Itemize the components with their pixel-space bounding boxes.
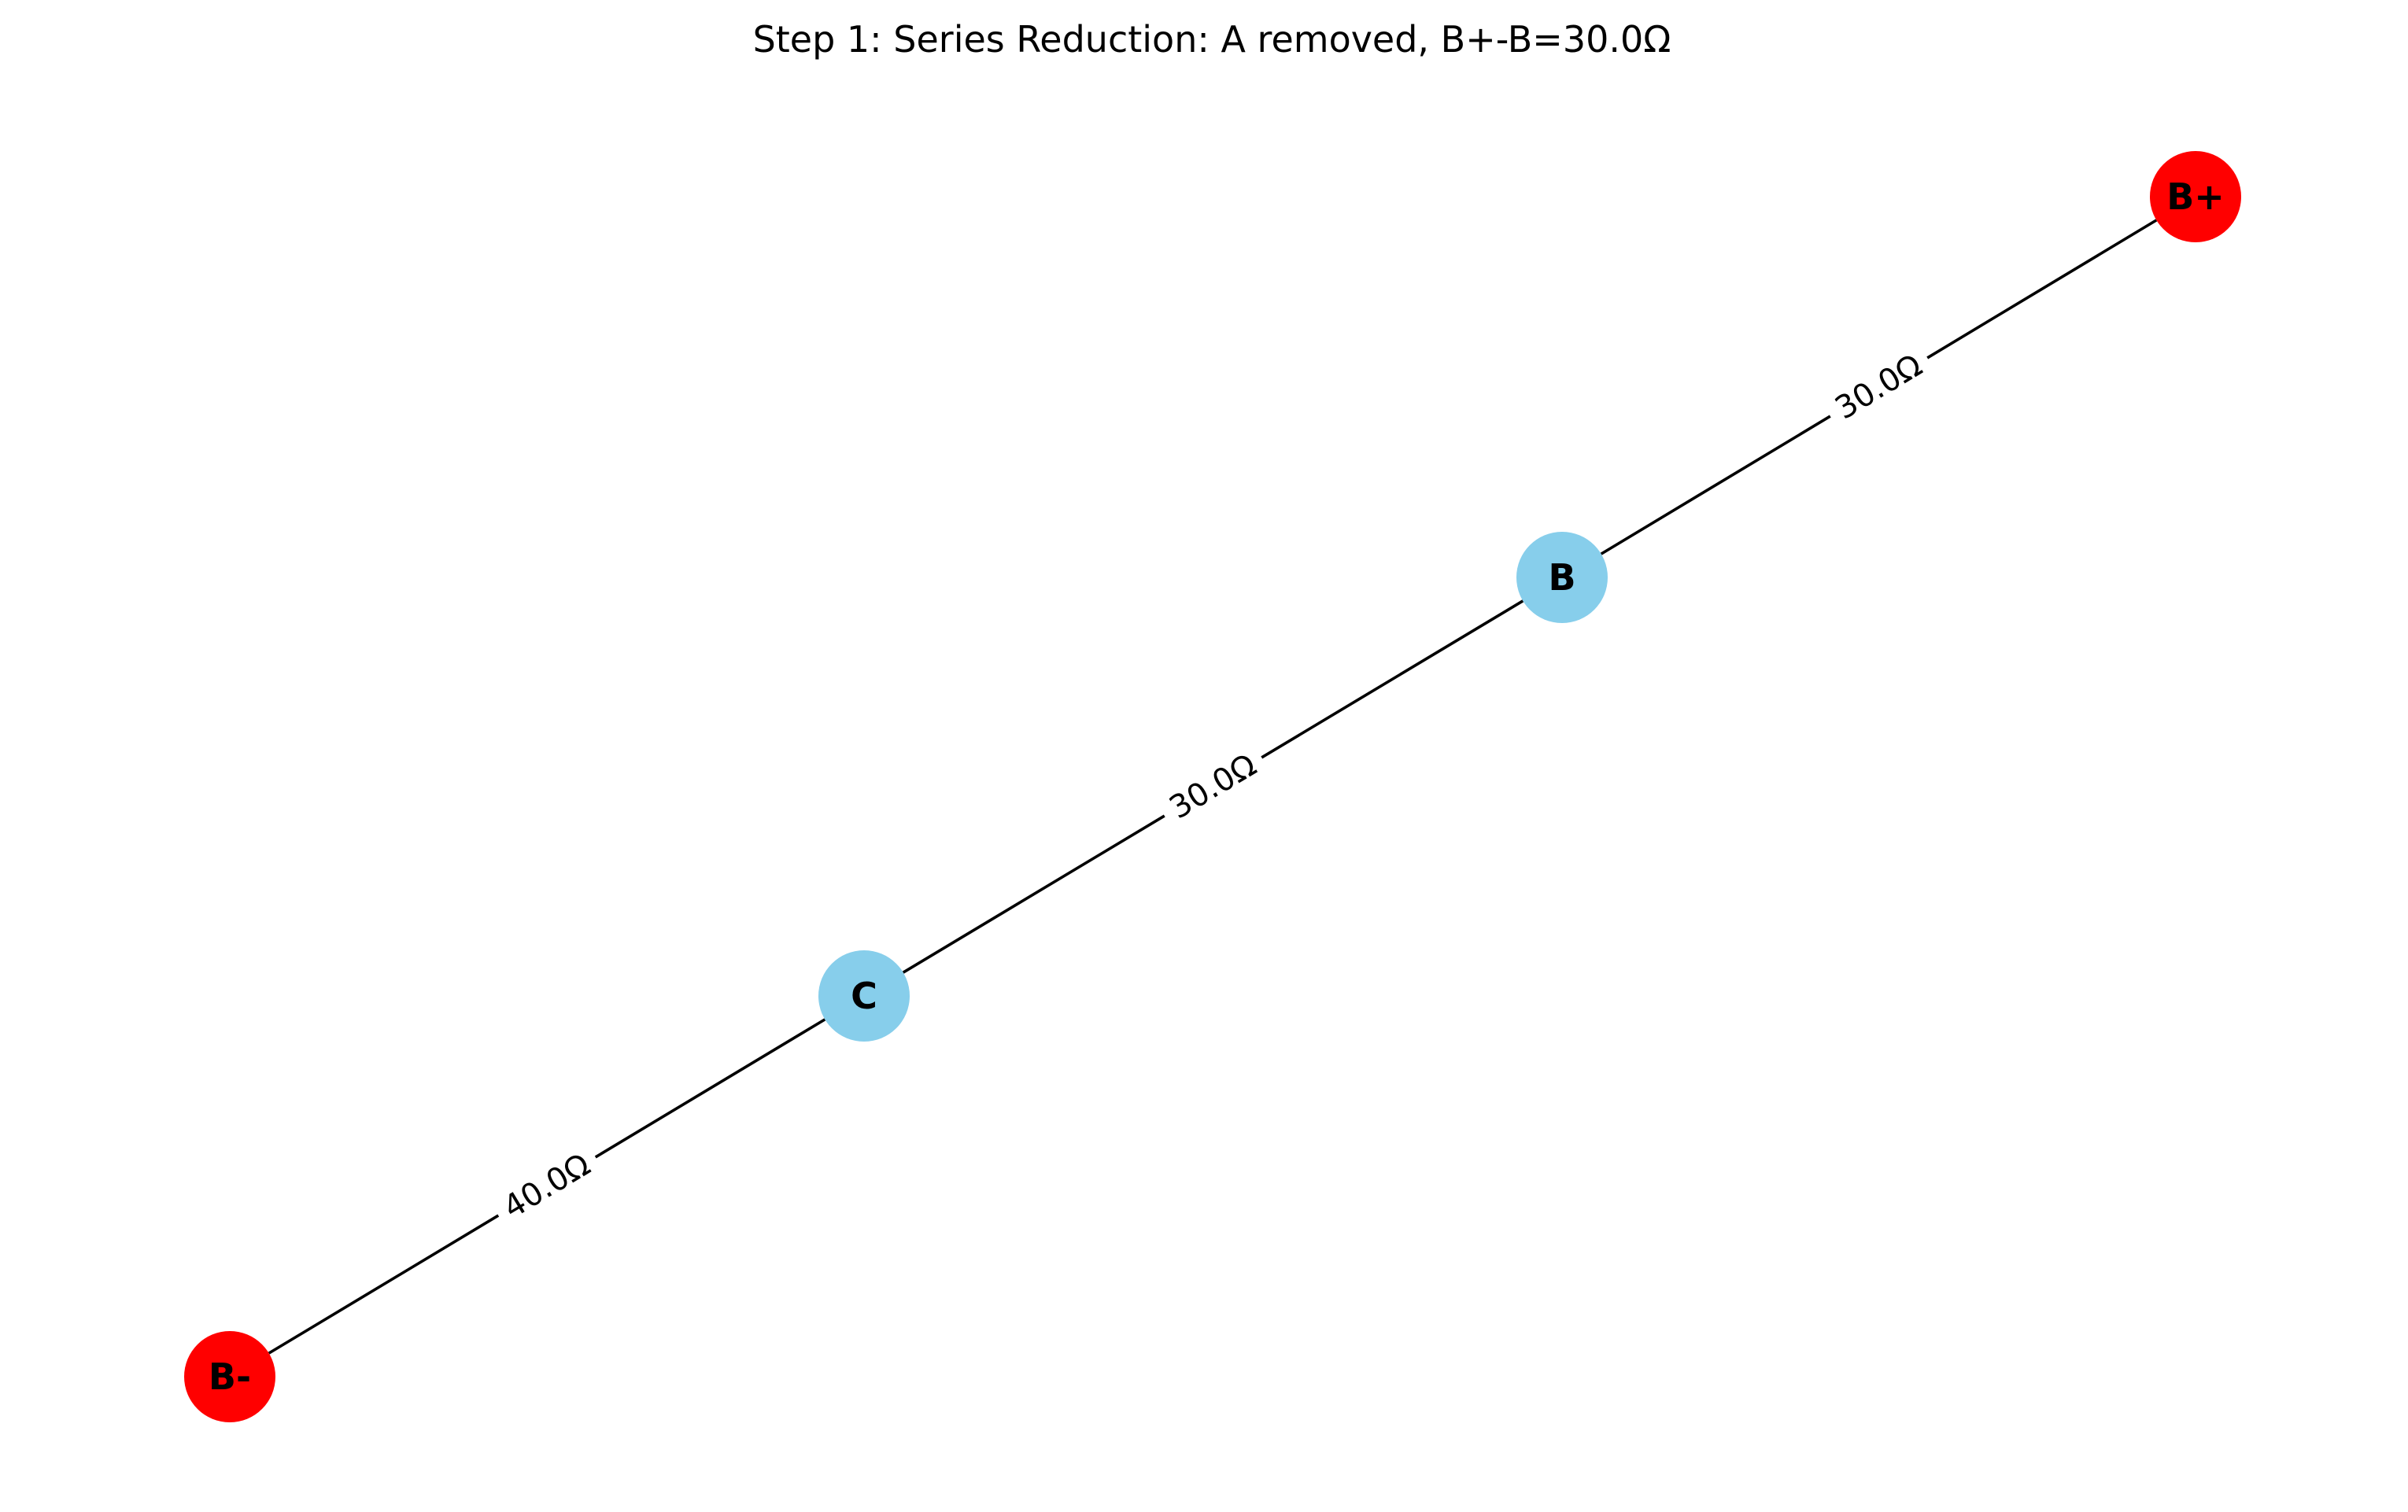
edge-b-c-label: 30.0Ω (1163, 747, 1262, 827)
node-b-label: B (1548, 556, 1575, 599)
diagram-title: Step 1: Series Reduction: A removed, B+-… (753, 18, 1671, 61)
node-b-circle (1516, 532, 1608, 623)
node-b-plus-circle (2150, 151, 2241, 242)
edge-b-c-line-b (902, 814, 1165, 974)
edge-b-plus-b-line-a (1926, 219, 2158, 360)
node-b-plus: B+ (2150, 151, 2241, 242)
edge-c-b-minus-label: 40.0Ω (497, 1146, 596, 1226)
nodes-layer: B+ B C B- (184, 151, 2241, 1422)
edge-b-plus-b-line-b (1600, 415, 1831, 555)
edge-b-c-line-a (1261, 599, 1524, 759)
edge-b-plus-b-label: 30.0Ω (1829, 347, 1928, 426)
node-b-plus-label: B+ (2166, 175, 2225, 218)
node-b-minus-label: B- (209, 1355, 251, 1398)
edge-c-b-minus-line-b (268, 1214, 500, 1355)
node-b: B (1516, 532, 1608, 623)
edges-layer: 30.0Ω 30.0Ω 40.0Ω (268, 219, 2158, 1355)
node-c-label: C (851, 975, 877, 1017)
node-b-minus-circle (184, 1331, 275, 1422)
node-c: C (818, 950, 910, 1042)
node-c-circle (818, 950, 910, 1042)
node-b-minus: B- (184, 1331, 275, 1422)
edge-c-b-minus-line-a (594, 1018, 826, 1159)
